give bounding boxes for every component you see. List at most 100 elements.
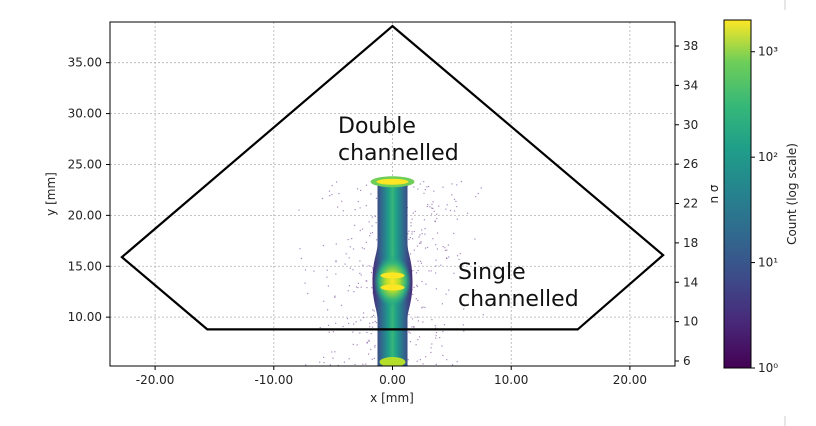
noise-point: [431, 343, 433, 345]
noise-point: [445, 293, 447, 295]
noise-point: [349, 267, 351, 269]
noise-point: [371, 326, 374, 328]
noise-point: [435, 265, 437, 267]
noise-point: [414, 210, 416, 212]
noise-point: [334, 295, 336, 297]
noise-point: [354, 363, 356, 365]
noise-point: [451, 183, 453, 185]
noise-point: [322, 244, 324, 247]
noise-point: [368, 221, 370, 223]
noise-point: [319, 361, 321, 363]
noise-point: [448, 289, 450, 291]
noise-point: [354, 224, 356, 226]
noise-point: [356, 188, 359, 190]
noise-point: [357, 282, 359, 284]
noise-point: [370, 193, 372, 195]
noise-point: [424, 189, 426, 191]
noise-point: [352, 331, 354, 333]
noise-point: [455, 200, 457, 202]
noise-point: [426, 246, 429, 249]
noise-point: [456, 361, 458, 363]
noise-point: [348, 257, 350, 259]
y2-tick-label-1: 10: [683, 315, 698, 329]
noise-point: [475, 196, 477, 198]
noise-point: [365, 241, 367, 243]
y-tick-label-1: 15.00: [68, 259, 102, 273]
noise-point: [329, 195, 331, 197]
y2-axis-ticks: 6 10 14 18 22 26 30 34 38: [675, 39, 698, 368]
noise-point: [477, 192, 479, 195]
noise-point: [474, 238, 476, 240]
noise-point: [423, 192, 425, 194]
colorbar-ticks: 10⁰ 10¹ 10² 10³: [751, 45, 778, 375]
noise-point: [368, 339, 370, 341]
noise-point: [449, 209, 452, 212]
noise-point: [413, 186, 415, 188]
noise-point: [431, 213, 433, 215]
noise-point: [360, 274, 362, 276]
noise-point: [327, 324, 330, 326]
noise-point: [434, 221, 436, 223]
noise-point: [445, 208, 447, 210]
noise-point: [361, 247, 363, 249]
colorbar-tick-label-3: 10³: [758, 45, 778, 59]
noise-point: [375, 322, 377, 324]
noise-point: [426, 205, 428, 208]
noise-point: [412, 270, 414, 272]
noise-point: [335, 322, 337, 324]
noise-point: [473, 269, 475, 272]
noise-point: [413, 286, 415, 288]
noise-point: [436, 248, 438, 250]
noise-point: [409, 332, 411, 334]
noise-point: [416, 360, 418, 362]
noise-point: [446, 249, 448, 251]
beam-bottom-core: [379, 357, 406, 366]
noise-point: [417, 339, 419, 341]
noise-point: [360, 286, 362, 288]
y-tick-label-4: 30.00: [68, 107, 102, 121]
noise-point: [362, 264, 364, 266]
y-axis-label: y [mm]: [44, 172, 58, 216]
noise-point: [416, 285, 418, 288]
noise-point: [410, 253, 412, 255]
noise-point: [408, 230, 410, 232]
noise-point: [374, 346, 376, 348]
noise-point: [371, 287, 373, 289]
noise-point: [424, 233, 426, 235]
noise-point: [428, 185, 430, 188]
noise-point: [435, 337, 437, 339]
noise-point: [408, 314, 410, 316]
y-tick-label-2: 20.00: [68, 208, 102, 222]
noise-point: [351, 238, 353, 240]
noise-point: [432, 238, 434, 240]
noise-point: [359, 207, 361, 209]
x-tick-label-3: 10.00: [494, 373, 528, 387]
colorbar-tick-label-2: 10²: [758, 150, 778, 164]
noise-point: [440, 264, 442, 266]
noise-point: [434, 220, 436, 222]
noise-point: [436, 213, 438, 215]
noise-point: [432, 201, 434, 203]
noise-point: [427, 204, 429, 206]
noise-point: [422, 321, 424, 323]
noise-point: [371, 225, 373, 227]
noise-point: [462, 324, 464, 326]
beam-cap-core: [376, 178, 409, 185]
noise-point: [352, 343, 354, 345]
noise-point: [424, 306, 426, 308]
noise-point: [413, 230, 415, 233]
noise-point: [442, 331, 444, 333]
noise-point: [442, 186, 444, 188]
noise-point: [425, 356, 427, 358]
noise-point: [432, 207, 434, 209]
noise-point: [456, 206, 458, 208]
noise-point: [423, 219, 425, 221]
noise-point: [360, 189, 362, 191]
noise-point: [361, 228, 364, 230]
y2-tick-label-4: 22: [683, 197, 698, 211]
noise-point: [359, 272, 361, 274]
noise-point: [360, 319, 362, 321]
boundary-polygon: [120, 24, 665, 331]
noise-point: [456, 184, 458, 186]
